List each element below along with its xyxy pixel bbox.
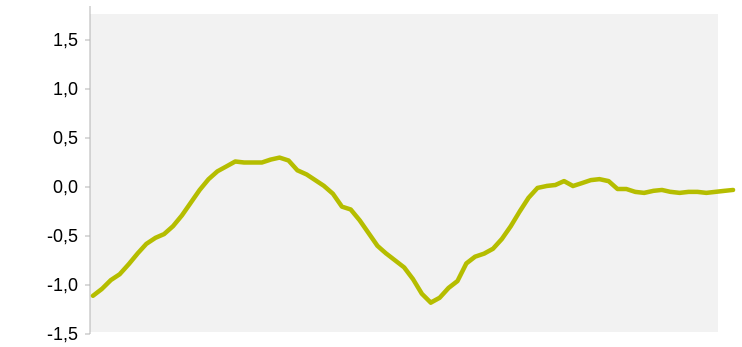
- plot-area: [90, 14, 718, 332]
- y-tick-label: 1,5: [53, 30, 78, 50]
- series-group: [90, 155, 736, 305]
- y-axis-ticks: [85, 39, 90, 335]
- y-tick-label: -1,0: [47, 275, 78, 295]
- y-tick-label: 0,5: [53, 128, 78, 148]
- y-tick-label: -1,5: [47, 324, 78, 344]
- y-axis-labels: -1,5 -1,0 -0,5 0,0 0,5 1,0 1,5: [47, 30, 78, 344]
- y-tick-label: -0,5: [47, 226, 78, 246]
- y-tick-label: 1,0: [53, 79, 78, 99]
- series-line-1: [90, 155, 736, 305]
- y-tick-label: 0,0: [53, 177, 78, 197]
